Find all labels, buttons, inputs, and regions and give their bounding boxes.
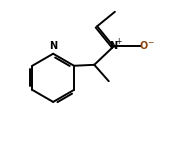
Text: −: −: [147, 38, 154, 47]
Text: N: N: [49, 41, 57, 51]
Text: O: O: [140, 41, 148, 52]
Text: +: +: [115, 37, 121, 46]
Text: N: N: [109, 41, 118, 52]
